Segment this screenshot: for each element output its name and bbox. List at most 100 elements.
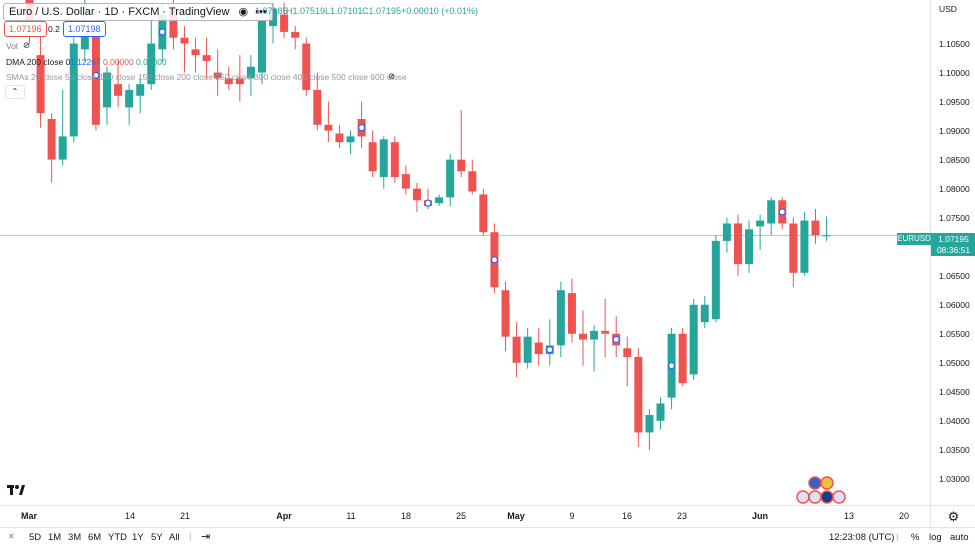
- event-markers: [92, 28, 786, 370]
- open-value: 1.07185: [255, 6, 288, 16]
- event-marker-icon[interactable]: [612, 335, 620, 344]
- price-axis[interactable]: USD 1.10500 1.10000 1.09500 1.09000 1.08500 1…: [897, 0, 975, 505]
- eu-flag-icon[interactable]: [820, 476, 834, 490]
- sell-button[interactable]: 1.07196: [4, 21, 47, 37]
- time-axis[interactable]: Mar 14 21 Apr 11 18 25 May 9 16 23 Jun 13 20: [0, 505, 930, 528]
- dma-value-2: 0.00000: [103, 57, 134, 67]
- timeframe-5y[interactable]: 5Y: [151, 532, 163, 543]
- candle-body: [224, 78, 233, 85]
- candle-body: [313, 89, 322, 125]
- candle-body: [257, 20, 266, 73]
- time-tick-label: 13: [843, 511, 855, 521]
- close-value: C1.07195: [362, 6, 402, 16]
- hidden-eye-icon[interactable]: ⊘: [388, 71, 396, 81]
- timeframe-3m[interactable]: 3M: [68, 532, 82, 543]
- time-tick-label: 25: [455, 511, 467, 521]
- candle-body: [711, 240, 720, 320]
- candle-body: [102, 72, 111, 108]
- date-range-icon[interactable]: ⇥: [201, 531, 211, 543]
- candle-body: [656, 403, 665, 421]
- timeframe-1m[interactable]: 1M: [48, 532, 62, 543]
- smas-indicator-label[interactable]: SMAs 20 close 50 close 100 close 150 clo…: [6, 72, 407, 82]
- chevron-up-icon: ⌃: [11, 87, 19, 96]
- collapse-legend-button[interactable]: ⌃: [5, 85, 25, 99]
- candle-body: [213, 72, 222, 79]
- hidden-eye-icon[interactable]: ⊘: [23, 40, 31, 50]
- price-tick-label: 1.05000: [939, 357, 970, 368]
- candle-body: [36, 55, 45, 114]
- candle-body: [280, 14, 289, 32]
- timeframe-1y[interactable]: 1Y: [132, 532, 144, 543]
- event-marker-icon[interactable]: [158, 28, 166, 36]
- us-flag-icon[interactable]: [808, 476, 822, 490]
- candle-body: [136, 84, 145, 96]
- price-tick-label: 1.05500: [939, 328, 970, 339]
- symbol-title[interactable]: Euro / U.S. Dollar · 1D · FXCM · Trading…: [3, 3, 273, 21]
- event-marker-icon[interactable]: [358, 124, 366, 132]
- more-options-icon[interactable]: •••: [255, 6, 267, 18]
- candle-body: [457, 159, 466, 172]
- candle-body: [69, 43, 78, 137]
- candle-body: [623, 348, 632, 357]
- candle-body: [202, 55, 211, 61]
- log-toggle[interactable]: log: [929, 532, 942, 543]
- timeframe-6m[interactable]: 6M: [88, 532, 102, 543]
- candle-body: [767, 200, 776, 224]
- candle-body: [368, 142, 377, 172]
- volume-indicator-label[interactable]: Vol: [6, 41, 18, 51]
- timeframe-5d[interactable]: 5D: [29, 532, 42, 543]
- candle-body: [235, 78, 244, 85]
- settings-gear-icon[interactable]: ⚙: [930, 505, 975, 528]
- candle-body: [125, 89, 134, 108]
- event-marker-icon[interactable]: [546, 346, 554, 354]
- candle-body: [722, 223, 731, 241]
- time-tick-label: Mar: [20, 511, 38, 521]
- candle-body: [512, 336, 521, 363]
- timeframe-ytd[interactable]: YTD: [108, 532, 127, 543]
- candle-body: [567, 293, 576, 334]
- buy-button[interactable]: 1.07198: [63, 21, 106, 37]
- candle-body: [47, 118, 56, 160]
- bottom-toolbar: ✕ 5D 1M 3M 6M YTD 1Y 5Y All | ⇥ 12:23:08…: [0, 527, 975, 549]
- candle-body: [114, 84, 123, 96]
- spread-value: 0.2: [48, 24, 60, 34]
- candle-body: [147, 43, 156, 85]
- price-tick-label: 1.06000: [939, 299, 970, 310]
- candle-body: [700, 304, 709, 323]
- time-tick-label: 23: [676, 511, 688, 521]
- dma-indicator-label[interactable]: DMA 200 close 0: [6, 57, 71, 67]
- candle-body: [180, 37, 189, 44]
- price-tick-label: 1.06500: [939, 270, 970, 281]
- event-marker-icon[interactable]: [92, 71, 100, 80]
- us-flag-icon[interactable]: [796, 490, 810, 504]
- price-tick-label: 1.10500: [939, 38, 970, 49]
- close-icon[interactable]: ✕: [8, 532, 15, 541]
- event-marker-icon[interactable]: [667, 362, 676, 370]
- candle-body: [733, 223, 742, 265]
- candle-body: [324, 124, 333, 131]
- eu-flag-icon[interactable]: [808, 490, 822, 504]
- low-value: L1.07101: [325, 6, 363, 16]
- event-marker-icon[interactable]: [424, 199, 432, 207]
- eye-icon[interactable]: ◉: [238, 6, 249, 18]
- time-tick-label: May: [507, 511, 525, 521]
- event-marker-icon[interactable]: [490, 256, 499, 264]
- candle-body: [412, 188, 421, 201]
- timeframe-all[interactable]: All: [169, 532, 180, 543]
- percent-toggle[interactable]: %: [911, 532, 920, 543]
- us-flag-icon[interactable]: [820, 490, 834, 504]
- auto-toggle[interactable]: auto: [950, 532, 969, 543]
- economic-events-flags[interactable]: [796, 476, 846, 504]
- time-tick-label: 14: [124, 511, 136, 521]
- event-marker-icon[interactable]: [778, 208, 786, 216]
- currency-label[interactable]: USD: [939, 4, 957, 14]
- high-value: H1.07519: [286, 6, 326, 16]
- time-tick-label: 18: [400, 511, 412, 521]
- eu-flag-icon[interactable]: [832, 490, 846, 504]
- candle-body: [291, 31, 300, 38]
- candle-body: [302, 43, 311, 90]
- utc-clock[interactable]: 12:23:08 (UTC): [829, 532, 895, 543]
- candle-body: [58, 136, 67, 160]
- candlestick-chart[interactable]: [0, 0, 930, 505]
- tradingview-logo-icon[interactable]: [7, 485, 25, 495]
